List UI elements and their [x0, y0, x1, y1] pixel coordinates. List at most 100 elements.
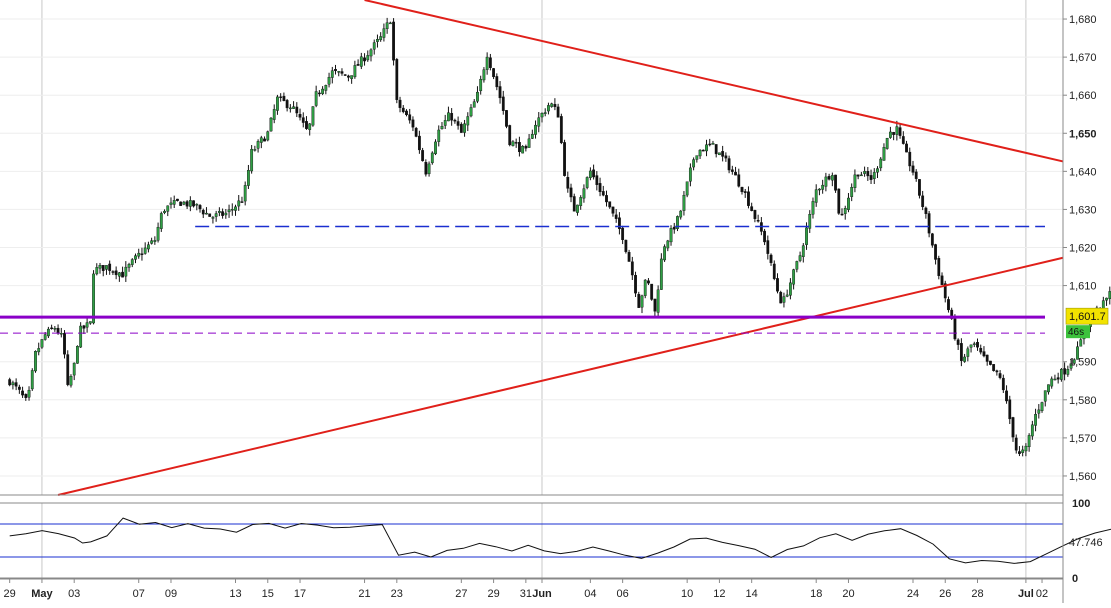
- candle-down: [982, 351, 986, 357]
- candle-up: [43, 334, 47, 340]
- candle-up: [537, 117, 541, 127]
- candle-down: [921, 195, 925, 208]
- x-tick-label: Jun: [532, 588, 552, 600]
- candle-down: [637, 294, 641, 308]
- candle-up: [798, 255, 802, 261]
- candle-down: [392, 21, 395, 61]
- candle-down: [305, 121, 308, 129]
- candle-up: [314, 91, 318, 106]
- candle-up: [463, 123, 466, 133]
- osc-last-value: 47.746: [1069, 537, 1103, 549]
- axes: [0, 0, 1067, 603]
- trendline-upper-resistance: [364, 0, 1064, 163]
- candle-up: [685, 181, 689, 196]
- candle-down: [285, 100, 289, 109]
- candle-down: [598, 183, 602, 193]
- candle-down: [66, 354, 70, 385]
- candle-down: [553, 104, 557, 108]
- candle-down: [501, 96, 505, 111]
- candle-up: [134, 255, 137, 260]
- x-tick-label: 29: [487, 588, 499, 600]
- candle-up: [447, 112, 450, 122]
- candle-up: [669, 228, 673, 243]
- candle-up: [88, 321, 92, 324]
- x-tick-label: 03: [68, 588, 80, 600]
- osc-series-line: [9, 517, 1111, 564]
- candle-down: [989, 360, 992, 365]
- candle-down: [724, 155, 728, 159]
- candle-down: [905, 143, 908, 153]
- candle-up: [640, 295, 644, 308]
- y-tick-label: 1,570: [1069, 433, 1097, 445]
- candle-up: [695, 155, 699, 160]
- candle-down: [563, 142, 566, 176]
- candle-down: [740, 186, 744, 193]
- candle-down: [298, 114, 302, 118]
- candle-up: [272, 109, 276, 120]
- candle-up: [124, 266, 128, 277]
- candle-up: [853, 174, 857, 188]
- candle-down: [701, 149, 705, 152]
- candle-up: [1034, 414, 1037, 426]
- x-tick-label: 20: [842, 588, 854, 600]
- candle-down: [976, 342, 979, 348]
- candle-up: [785, 294, 789, 297]
- x-tick-label: Jul: [1018, 588, 1034, 600]
- x-tick-label: 13: [229, 588, 241, 600]
- candle-up: [276, 96, 279, 111]
- last-price-tag: [1065, 307, 1109, 325]
- candle-up: [576, 204, 579, 213]
- candle-up: [214, 213, 218, 217]
- candle-down: [492, 68, 495, 78]
- candle-down: [727, 158, 731, 171]
- candle-down: [456, 121, 460, 126]
- candle-down: [937, 258, 941, 276]
- candle-up: [847, 197, 850, 210]
- candle-down: [334, 69, 337, 72]
- candle-down: [956, 339, 960, 345]
- y-tick-label: 1,640: [1069, 166, 1097, 178]
- candle-up: [821, 184, 825, 190]
- candle-down: [459, 123, 463, 133]
- candle-up: [692, 159, 696, 168]
- trendline-lower-support: [57, 256, 1064, 496]
- candle-up: [288, 107, 292, 110]
- candle-up: [1076, 346, 1079, 360]
- candle-up: [1072, 359, 1076, 364]
- candle-up: [253, 149, 257, 151]
- candle-down: [1056, 377, 1060, 380]
- candle-up: [385, 22, 389, 29]
- candle-down: [614, 214, 618, 219]
- candle-up: [153, 240, 157, 242]
- candle-up: [963, 356, 967, 362]
- candle-down: [179, 201, 183, 206]
- candle-down: [208, 213, 212, 217]
- x-tick-label: 24: [907, 588, 919, 600]
- candle-down: [866, 170, 870, 177]
- candle-up: [818, 188, 821, 191]
- candle-up: [427, 163, 431, 175]
- candle-up: [466, 116, 470, 126]
- candle-up: [588, 170, 592, 178]
- candle-up: [366, 55, 370, 61]
- candle-down: [1018, 451, 1021, 454]
- candle-up: [659, 258, 663, 290]
- candle-up: [92, 273, 95, 324]
- candle-up: [969, 344, 973, 348]
- candle-up: [166, 205, 170, 212]
- candle-up: [879, 158, 883, 169]
- candle-up: [540, 113, 544, 118]
- y-tick-label: 1,660: [1069, 90, 1097, 102]
- candle-down: [618, 217, 621, 230]
- candle-down: [837, 188, 841, 214]
- candle-up: [182, 201, 186, 205]
- candle-down: [908, 151, 912, 167]
- candle-down: [556, 106, 560, 118]
- candle-up: [53, 328, 57, 330]
- candle-down: [450, 113, 454, 121]
- candle-down: [672, 226, 676, 230]
- osc-y-tick-label: 0: [1072, 573, 1078, 585]
- candle-up: [895, 126, 899, 135]
- candle-up: [485, 56, 489, 70]
